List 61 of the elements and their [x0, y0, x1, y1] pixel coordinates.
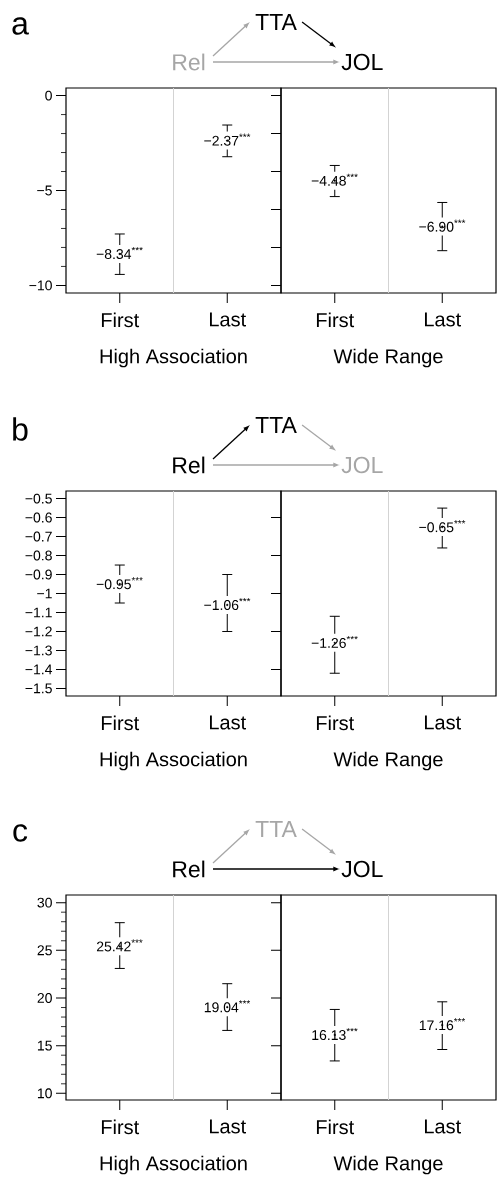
y-tick-label: −1.1: [25, 607, 52, 618]
x-tick-label: First: [316, 1119, 355, 1135]
data-label: 25.42$^{***}$: [96, 939, 143, 952]
data-label: −0.95$^{***}$: [96, 577, 143, 590]
x-tick-label: Last: [425, 312, 461, 327]
y-tick-label: −0.9: [25, 569, 52, 580]
y-tick-label: 0: [45, 90, 52, 101]
y-tick-label: −0.6: [25, 512, 52, 523]
text: Rel: [173, 456, 205, 474]
chart-title: c: [13, 824, 28, 842]
x-tick-label: Last: [425, 1119, 461, 1134]
text: TTA: [255, 14, 297, 30]
y-tick-label: −1.3: [25, 645, 52, 656]
text: Rel: [173, 860, 205, 878]
text: JOL: [341, 53, 383, 71]
y-tick-label: −0.5: [25, 493, 52, 504]
x-tick-label: First: [316, 312, 355, 328]
data-label: −1.06$^{***}$: [204, 597, 251, 611]
y-tick-label: −1: [37, 588, 52, 599]
x-tick-label: First: [101, 715, 140, 731]
y-tick-label: −1.4: [25, 664, 53, 675]
x-tick-label: First: [101, 1119, 140, 1135]
data-label: −8.34$^{***}$: [96, 246, 143, 260]
y-tick-label: −0.8: [25, 550, 52, 561]
x-tick-label: Last: [210, 1119, 246, 1134]
x-tick-label: First: [101, 312, 140, 328]
text: TTA: [255, 417, 297, 433]
y-tick-label: 15: [37, 1040, 52, 1051]
text: Rel: [173, 53, 205, 71]
chart-title: b: [13, 417, 28, 441]
y-tick-label: 30: [37, 897, 52, 908]
data-label: 16.13$^{***}$: [312, 1027, 358, 1041]
data-label: −0.65$^{***}$: [419, 520, 466, 533]
data-label: −1.26$^{***}$: [311, 635, 358, 648]
x-tick-label: Last: [210, 312, 246, 327]
x-tick-label: First: [316, 715, 355, 731]
x-axis-title: High Association: [100, 751, 247, 771]
text: JOL: [341, 860, 383, 878]
data-label: −2.37$^{***}$: [204, 133, 251, 146]
x-axis-title: Wide Range: [333, 751, 443, 771]
x-axis-title: High Association: [100, 348, 247, 368]
text: TTA: [255, 821, 297, 837]
x-tick-label: Last: [210, 715, 246, 730]
data-label: 17.16$^{***}$: [419, 1018, 466, 1031]
y-tick-label: 25: [37, 945, 52, 956]
x-axis-title: Wide Range: [333, 1155, 443, 1175]
y-tick-label: −5: [37, 185, 52, 196]
data-label: −4.48$^{***}$: [311, 173, 358, 186]
x-tick-label: Last: [425, 715, 461, 730]
y-tick-label: −0.7: [25, 531, 52, 542]
x-axis-title: High Association: [100, 1155, 247, 1175]
data-label: 19.04$^{***}$: [204, 1000, 251, 1013]
y-tick-label: −1.2: [25, 626, 52, 637]
y-tick-label: 10: [37, 1088, 52, 1099]
y-tick-label: −1.5: [25, 683, 52, 694]
y-tick-label: 20: [37, 993, 52, 1003]
y-tick-label: −10: [29, 280, 52, 291]
x-axis-title: Wide Range: [333, 348, 443, 368]
chart-title: a: [12, 17, 29, 35]
text: JOL: [341, 456, 383, 474]
data-label: −6.90$^{***}$: [419, 219, 466, 232]
